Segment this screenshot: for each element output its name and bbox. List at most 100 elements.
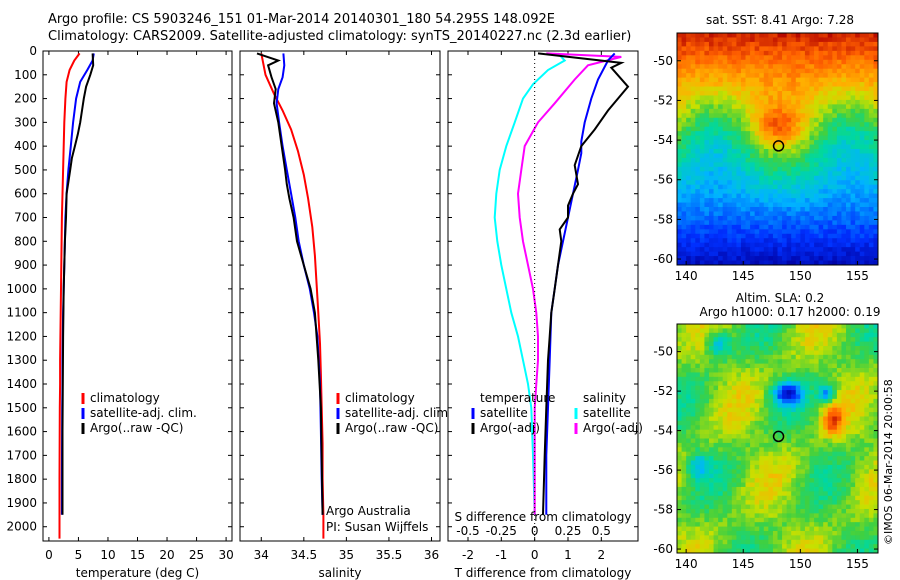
- heatmap-cell: [718, 198, 724, 203]
- heatmap-cell: [727, 131, 733, 137]
- heatmap-cell: [827, 175, 833, 181]
- heatmap-cell: [786, 202, 792, 208]
- heatmap-cell: [836, 548, 842, 554]
- heatmap-cell: [795, 324, 801, 329]
- heatmap-cell: [850, 478, 856, 483]
- heatmap-cell: [836, 256, 842, 261]
- heatmap-cell: [713, 381, 719, 387]
- heatmap-cell: [868, 135, 874, 141]
- heatmap-cell: [832, 354, 838, 360]
- heatmap-cell: [859, 332, 865, 338]
- heatmap-cell: [814, 478, 820, 483]
- heatmap-cell: [795, 162, 801, 168]
- heatmap-cell: [818, 460, 824, 466]
- heatmap-cell: [800, 491, 806, 497]
- heatmap-cell: [736, 486, 742, 492]
- heatmap-cell: [836, 184, 842, 190]
- heatmap-cell: [814, 41, 820, 47]
- heatmap-cell: [681, 473, 687, 479]
- y-tick-label: 200: [14, 92, 37, 106]
- heatmap-cell: [800, 215, 806, 221]
- heatmap-cell: [704, 478, 710, 483]
- heatmap-cell: [772, 189, 778, 195]
- heatmap-cell: [804, 229, 810, 235]
- heatmap-cell: [736, 451, 742, 457]
- heatmap-cell: [754, 460, 760, 466]
- heatmap-cell: [731, 189, 737, 195]
- heatmap-cell: [750, 539, 756, 545]
- heatmap-cell: [690, 504, 696, 510]
- heatmap-cell: [827, 332, 833, 338]
- heatmap-cell: [708, 346, 714, 351]
- heatmap-cell: [736, 535, 742, 541]
- heatmap-cell: [846, 73, 851, 79]
- heatmap-cell: [677, 416, 682, 422]
- heatmap-cell: [727, 508, 733, 514]
- heatmap-cell: [677, 189, 682, 195]
- heatmap-cell: [677, 82, 682, 87]
- heatmap-cell: [772, 341, 778, 347]
- heatmap-cell: [740, 91, 746, 96]
- heatmap-cell: [859, 398, 865, 404]
- heatmap-cell: [795, 171, 801, 177]
- heatmap-cell: [772, 202, 778, 208]
- heatmap-cell: [727, 86, 733, 92]
- heatmap-cell: [722, 117, 728, 123]
- heatmap-cell: [850, 144, 856, 150]
- heatmap-cell: [731, 55, 737, 61]
- heatmap-cell: [727, 113, 733, 119]
- heatmap-cell: [818, 207, 824, 212]
- map-frame: [676, 32, 879, 266]
- heatmap-cell: [814, 117, 820, 123]
- heatmap-cell: [809, 193, 815, 199]
- heatmap-cell: [763, 68, 769, 74]
- heatmap-cell: [754, 522, 760, 527]
- heatmap-cell: [782, 41, 788, 47]
- heatmap-cell: [695, 238, 701, 244]
- heatmap-cell: [750, 350, 756, 356]
- heatmap-cell: [827, 153, 833, 159]
- heatmap-cell: [841, 513, 847, 519]
- heatmap-cell: [745, 332, 751, 338]
- heatmap-cell: [818, 324, 824, 329]
- heatmap-cell: [695, 359, 701, 365]
- heatmap-cell: [832, 233, 838, 239]
- heatmap-cell: [818, 504, 824, 510]
- heatmap-cell: [841, 385, 847, 391]
- heatmap-cell: [754, 82, 760, 87]
- heatmap-cell: [690, 548, 696, 554]
- heatmap-cell: [686, 113, 692, 119]
- heatmap-cell: [868, 495, 874, 501]
- heatmap-cell: [827, 247, 833, 253]
- heatmap-cell: [809, 425, 815, 431]
- heatmap-cell: [677, 434, 682, 439]
- heatmap-cell: [745, 535, 751, 541]
- heatmap-cell: [864, 153, 870, 159]
- heatmap-cell: [786, 256, 792, 261]
- heatmap-cell: [745, 385, 751, 391]
- heatmap-cell: [699, 82, 705, 87]
- heatmap-cell: [704, 251, 710, 257]
- heatmap-cell: [786, 368, 792, 373]
- heatmap-cell: [859, 95, 865, 101]
- heatmap-cell: [745, 33, 751, 38]
- heatmap-cell: [681, 522, 687, 527]
- heatmap-cell: [713, 260, 719, 266]
- heatmap-cell: [868, 91, 874, 96]
- heatmap-cell: [827, 86, 833, 92]
- heatmap-cell: [731, 376, 737, 382]
- heatmap-cell: [690, 126, 696, 132]
- heatmap-cell: [754, 508, 760, 514]
- heatmap-cell: [864, 198, 870, 203]
- heatmap-cell: [722, 140, 728, 145]
- heatmap-cell: [873, 456, 879, 461]
- heatmap-cell: [677, 394, 682, 400]
- heatmap-cell: [713, 438, 719, 444]
- heatmap-cell: [823, 122, 829, 128]
- heatmap-cell: [681, 460, 687, 466]
- heatmap-cell: [677, 363, 682, 369]
- heatmap-cell: [704, 220, 710, 226]
- heatmap-cell: [695, 504, 701, 510]
- heatmap-cell: [759, 162, 765, 168]
- heatmap-cell: [731, 337, 737, 343]
